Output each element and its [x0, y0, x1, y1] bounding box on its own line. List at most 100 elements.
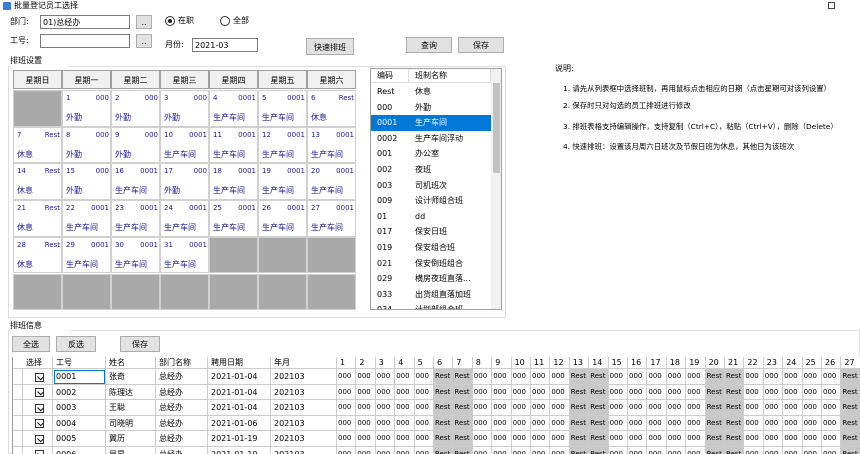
- grid-header[interactable]: 25: [802, 357, 822, 369]
- day-cell[interactable]: 000: [414, 400, 434, 416]
- day-cell[interactable]: 000: [744, 384, 764, 400]
- day-cell[interactable]: 000: [337, 446, 357, 454]
- day-cell[interactable]: 000: [375, 400, 396, 416]
- grid-cell[interactable]: 202103: [271, 369, 337, 385]
- day-cell[interactable]: 000: [802, 369, 822, 385]
- weekday-header[interactable]: 星期三: [160, 70, 209, 89]
- grid-header[interactable]: 6: [434, 357, 454, 369]
- day-cell[interactable]: Rest: [453, 431, 473, 447]
- day-cell[interactable]: Rest: [705, 369, 725, 385]
- day-cell[interactable]: Rest: [453, 400, 473, 416]
- scrollbar[interactable]: [491, 69, 501, 309]
- day-cell[interactable]: 000: [395, 431, 415, 447]
- list-row[interactable]: 017 保安日班: [371, 224, 491, 240]
- row-header[interactable]: [13, 369, 23, 385]
- day-cell[interactable]: 000: [666, 400, 687, 416]
- row-header[interactable]: [13, 431, 23, 447]
- day-cell[interactable]: 000: [492, 431, 512, 447]
- day-cell[interactable]: Rest: [434, 415, 454, 431]
- grid-header[interactable]: 2: [356, 357, 376, 369]
- checkbox[interactable]: [35, 403, 44, 413]
- day-cell[interactable]: 12 0001 生产车间: [258, 126, 307, 164]
- day-cell[interactable]: Rest: [705, 400, 725, 416]
- day-cell[interactable]: 000: [763, 400, 784, 416]
- day-cell[interactable]: 000: [395, 415, 415, 431]
- grid-cell[interactable]: 202103: [271, 384, 337, 400]
- day-cell[interactable]: 000: [783, 384, 803, 400]
- day-cell[interactable]: Rest: [841, 415, 860, 431]
- day-cell[interactable]: 000: [375, 415, 396, 431]
- grid-header[interactable]: 9: [492, 357, 512, 369]
- day-cell[interactable]: Rest: [434, 400, 454, 416]
- day-cell[interactable]: 000: [414, 384, 434, 400]
- day-cell[interactable]: Rest: [453, 415, 473, 431]
- day-cell[interactable]: 000: [512, 446, 531, 454]
- day-cell[interactable]: 000: [666, 431, 687, 447]
- day-cell[interactable]: 19 0001 生产车间: [258, 163, 307, 201]
- day-cell[interactable]: 000: [783, 431, 803, 447]
- day-cell[interactable]: 000: [356, 384, 376, 400]
- day-cell[interactable]: 000: [822, 446, 842, 454]
- day-cell[interactable]: 000: [531, 400, 551, 416]
- grid-cell[interactable]: 总经办: [156, 369, 208, 385]
- grid-header[interactable]: 姓名: [106, 357, 156, 369]
- day-cell[interactable]: 000: [550, 400, 570, 416]
- checkbox[interactable]: [35, 419, 44, 428]
- day-cell[interactable]: 000: [492, 415, 512, 431]
- day-cell[interactable]: Rest: [705, 415, 725, 431]
- day-cell[interactable]: 000: [550, 384, 570, 400]
- day-cell[interactable]: 000: [763, 369, 784, 385]
- day-cell[interactable]: 000: [550, 369, 570, 385]
- grid-cell[interactable]: 0005: [53, 431, 106, 447]
- grid-header[interactable]: 24: [783, 357, 803, 369]
- day-cell[interactable]: 28 Rest 休息: [13, 236, 62, 274]
- day-cell[interactable]: 000: [472, 400, 493, 416]
- grid-header[interactable]: 22: [744, 357, 764, 369]
- grid-cell[interactable]: 司晓明: [106, 415, 156, 431]
- day-cell[interactable]: 000: [667, 446, 687, 454]
- day-cell[interactable]: 000: [395, 384, 415, 400]
- day-cell[interactable]: 000: [647, 415, 667, 431]
- day-cell[interactable]: Rest: [569, 384, 590, 400]
- grid-cell[interactable]: 吴昂: [106, 446, 156, 454]
- grid-header[interactable]: 21: [725, 357, 745, 369]
- day-cell[interactable]: 000: [628, 400, 648, 416]
- day-cell[interactable]: Rest: [589, 446, 609, 454]
- day-cell[interactable]: Rest: [841, 369, 860, 385]
- day-cell[interactable]: Rest: [841, 384, 860, 400]
- day-cell[interactable]: 14 Rest 休息: [13, 163, 62, 201]
- day-cell[interactable]: 000: [531, 431, 551, 447]
- checkbox[interactable]: [35, 450, 44, 454]
- day-cell[interactable]: 000: [511, 384, 531, 400]
- list-row[interactable]: 0001 生产车间: [371, 115, 491, 131]
- grid-cell[interactable]: 2021-01-06: [208, 415, 271, 431]
- day-cell[interactable]: 000: [744, 415, 764, 431]
- day-cell[interactable]: 13 0001 生产车间: [307, 126, 356, 164]
- grid-cell[interactable]: 张奇: [106, 369, 156, 385]
- day-cell[interactable]: 7 Rest 休息: [13, 126, 62, 164]
- day-cell[interactable]: 000: [744, 446, 764, 454]
- grid-cell[interactable]: 陈理达: [106, 384, 156, 400]
- day-cell[interactable]: Rest: [434, 446, 454, 454]
- day-cell[interactable]: 000: [376, 446, 396, 454]
- grid-header[interactable]: 19: [686, 357, 706, 369]
- grid-cell[interactable]: 0001: [53, 369, 106, 385]
- day-cell[interactable]: 000: [492, 384, 512, 400]
- day-cell[interactable]: 000: [337, 369, 357, 385]
- day-cell[interactable]: 000: [375, 384, 396, 400]
- grid-cell[interactable]: 总经办: [156, 384, 208, 400]
- weekday-header[interactable]: 星期二: [111, 70, 160, 89]
- day-cell[interactable]: 000: [822, 415, 842, 431]
- day-cell[interactable]: 000: [803, 446, 822, 454]
- grid-cell[interactable]: 翼历: [106, 431, 156, 447]
- day-cell[interactable]: Rest: [589, 415, 609, 431]
- day-cell[interactable]: Rest: [705, 384, 725, 400]
- day-cell[interactable]: 000: [531, 369, 551, 385]
- day-cell[interactable]: Rest: [725, 415, 745, 431]
- action-button[interactable]: 保存: [120, 336, 160, 352]
- day-cell[interactable]: 000: [744, 431, 764, 447]
- day-cell[interactable]: 29 0001 生产车间: [62, 236, 111, 274]
- list-row[interactable]: 003 司机班次: [371, 178, 491, 194]
- day-cell[interactable]: Rest: [589, 400, 609, 416]
- day-cell[interactable]: 000: [550, 415, 570, 431]
